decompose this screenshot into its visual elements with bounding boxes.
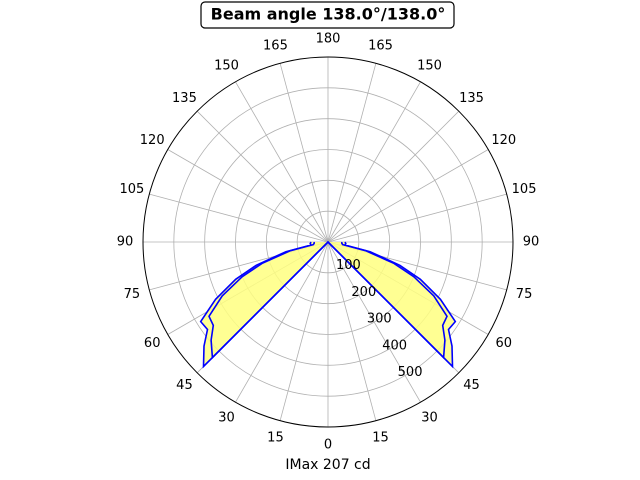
theta-tick-label: 45 bbox=[463, 378, 480, 393]
r-tick-label: 400 bbox=[382, 338, 407, 353]
theta-tick-label: 105 bbox=[120, 182, 145, 197]
theta-tick-label: 60 bbox=[496, 336, 513, 351]
theta-tick-label: 75 bbox=[516, 287, 533, 302]
grid-ring bbox=[204, 118, 452, 366]
beam-area bbox=[200, 242, 456, 367]
grid-ring bbox=[173, 87, 483, 397]
x-axis-label: IMax 207 cd bbox=[285, 457, 370, 473]
theta-tick-label: 120 bbox=[491, 133, 516, 148]
theta-tick-label: 150 bbox=[417, 59, 442, 74]
grid-ring bbox=[296, 210, 360, 274]
theta-tick-label: 90 bbox=[117, 235, 134, 250]
theta-tick-label: 15 bbox=[372, 431, 389, 446]
r-tick-label: 500 bbox=[398, 365, 423, 380]
chart-title: Beam angle 138.0°/138.0° bbox=[211, 5, 446, 24]
theta-tick-label: 0 bbox=[324, 438, 332, 453]
theta-tick-label: 105 bbox=[512, 182, 537, 197]
intensity-curve bbox=[208, 240, 448, 360]
theta-tick-label: 15 bbox=[267, 431, 284, 446]
theta-tick-label: 135 bbox=[459, 91, 484, 106]
grid-ring bbox=[265, 179, 391, 305]
r-tick-label: 300 bbox=[367, 312, 392, 327]
theta-tick-label: 45 bbox=[176, 378, 193, 393]
r-tick-label: 100 bbox=[336, 258, 361, 273]
theta-tick-label: 30 bbox=[421, 410, 438, 425]
r-tick-label: 200 bbox=[351, 285, 376, 300]
theta-tick-label: 75 bbox=[124, 287, 141, 302]
theta-tick-label: 180 bbox=[316, 32, 341, 47]
theta-tick-label: 165 bbox=[263, 38, 288, 53]
theta-tick-label: 150 bbox=[214, 59, 239, 74]
theta-tick-label: 165 bbox=[368, 38, 393, 53]
theta-tick-label: 90 bbox=[523, 235, 540, 250]
theta-tick-label: 135 bbox=[172, 91, 197, 106]
title-box bbox=[200, 1, 455, 29]
outer-ring bbox=[142, 56, 514, 428]
grid-ring bbox=[235, 149, 421, 335]
theta-tick-label: 60 bbox=[144, 336, 161, 351]
theta-tick-label: 30 bbox=[218, 410, 235, 425]
theta-tick-label: 120 bbox=[140, 133, 165, 148]
